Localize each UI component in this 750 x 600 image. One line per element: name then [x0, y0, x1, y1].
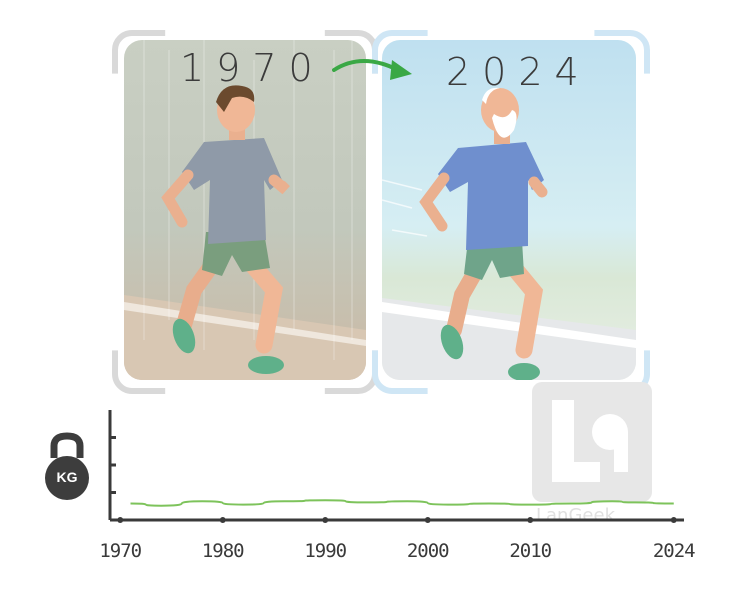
x-tick-mark [670, 517, 677, 523]
year-2024-label: 2024 [446, 50, 591, 94]
weight-trend-line [130, 499, 674, 507]
arrow-right-icon [332, 59, 412, 80]
panel-2024 [382, 40, 636, 380]
panel-1970 [124, 40, 366, 380]
old-runner-illustration [382, 87, 636, 380]
x-tick-label: 1990 [304, 540, 347, 562]
x-tick-mark [117, 517, 124, 523]
x-tick-label: 2010 [509, 540, 552, 562]
x-tick-mark [527, 517, 534, 523]
x-tick-mark [424, 517, 431, 523]
kettlebell-label: KG [56, 469, 78, 485]
year-1970-label: 1970 [180, 46, 325, 90]
langeek-logo-watermark [532, 382, 652, 502]
x-tick-label: 2024 [652, 540, 696, 562]
x-tick-label: 1970 [99, 540, 142, 562]
x-tick-mark [322, 517, 329, 523]
x-tick-mark [219, 517, 226, 523]
x-tick-label: 2000 [406, 540, 450, 562]
young-runner-illustration [124, 40, 366, 380]
kettlebell-icon: KG [40, 432, 94, 504]
x-tick-label: 1980 [201, 540, 245, 562]
